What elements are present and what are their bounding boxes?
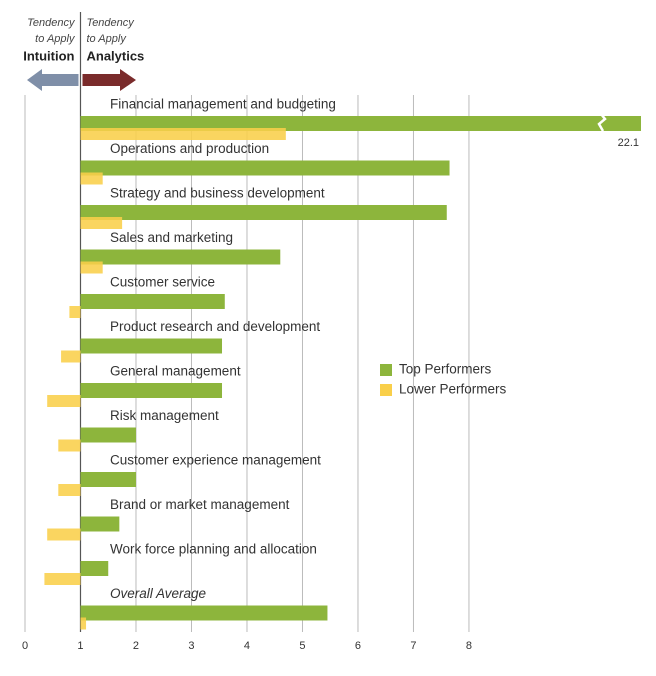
bar bbox=[80, 516, 120, 532]
category-label: Sales and marketing bbox=[110, 230, 233, 245]
x-tick-label: 1 bbox=[77, 640, 83, 652]
value-label: 22.1 bbox=[618, 137, 639, 149]
bar bbox=[61, 350, 81, 363]
x-tick-label: 4 bbox=[244, 640, 250, 652]
header-text: Tendency bbox=[86, 17, 135, 29]
category-label: Strategy and business development bbox=[110, 186, 325, 201]
bar bbox=[80, 338, 223, 354]
header-arrow bbox=[27, 69, 79, 91]
bar bbox=[80, 261, 103, 274]
x-tick-label: 7 bbox=[410, 640, 416, 652]
bar bbox=[80, 116, 642, 131]
category-label: Overall Average bbox=[110, 586, 206, 601]
header-label: Intuition bbox=[23, 48, 74, 63]
category-label: Work force planning and allocation bbox=[110, 542, 317, 557]
category-label: Product research and development bbox=[110, 319, 320, 334]
bar bbox=[80, 617, 87, 630]
header-arrow bbox=[82, 69, 136, 91]
x-tick-label: 0 bbox=[22, 640, 28, 652]
x-tick-label: 6 bbox=[355, 640, 361, 652]
bar bbox=[47, 395, 81, 407]
x-tick-label: 3 bbox=[188, 640, 194, 652]
legend-label: Top Performers bbox=[399, 362, 492, 377]
header-text: to Apply bbox=[86, 33, 127, 45]
legend-swatch bbox=[380, 364, 392, 376]
bar bbox=[80, 383, 223, 398]
bar bbox=[80, 172, 103, 185]
bar bbox=[44, 573, 81, 585]
bar bbox=[69, 306, 81, 318]
bar bbox=[80, 217, 123, 229]
x-tick-label: 5 bbox=[299, 640, 305, 652]
legend-swatch bbox=[380, 384, 392, 396]
header-text: to Apply bbox=[35, 33, 76, 45]
category-label: Customer experience management bbox=[110, 453, 321, 468]
bar bbox=[80, 561, 109, 576]
category-label: General management bbox=[110, 364, 241, 379]
bar bbox=[80, 472, 136, 487]
axis-break bbox=[597, 113, 607, 132]
header-text: Tendency bbox=[27, 17, 76, 29]
bar bbox=[80, 205, 447, 220]
x-tick-label: 2 bbox=[133, 640, 139, 652]
header-label: Analytics bbox=[86, 48, 144, 63]
bar bbox=[47, 528, 81, 541]
bar bbox=[80, 249, 281, 265]
bar bbox=[80, 160, 450, 176]
legend-label: Lower Performers bbox=[399, 382, 507, 397]
bar bbox=[80, 605, 328, 621]
bar bbox=[58, 484, 81, 496]
category-label: Financial management and budgeting bbox=[110, 97, 336, 112]
x-tick-label: 8 bbox=[466, 640, 472, 652]
bar bbox=[80, 128, 286, 140]
category-label: Operations and production bbox=[110, 141, 269, 156]
category-label: Customer service bbox=[110, 275, 215, 290]
bar bbox=[80, 294, 225, 309]
category-label: Brand or market management bbox=[110, 497, 290, 512]
bar bbox=[58, 439, 81, 452]
category-label: Risk management bbox=[110, 408, 219, 423]
bar bbox=[80, 427, 136, 443]
